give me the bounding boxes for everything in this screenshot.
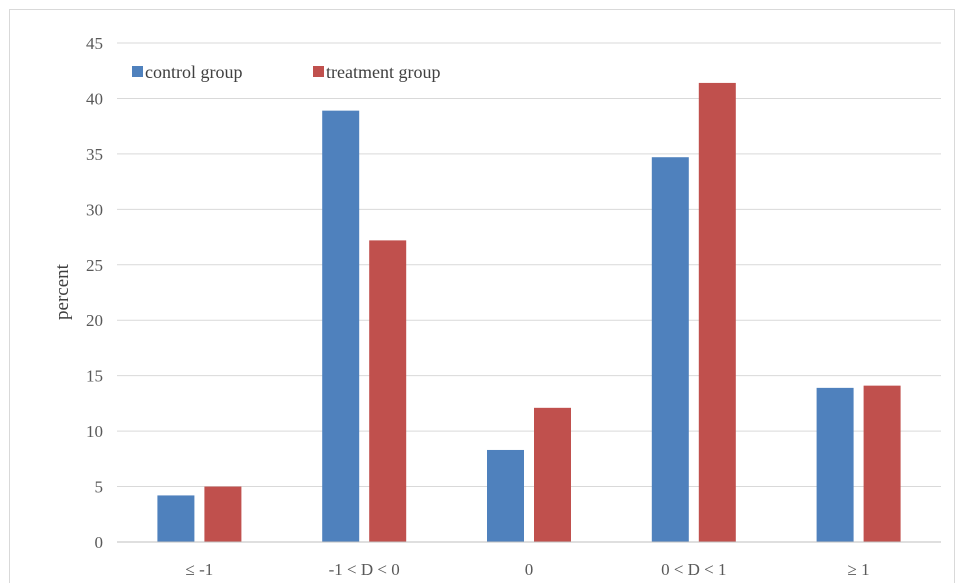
y-tick-label: 30 [86,200,103,219]
chart-frame [9,9,955,583]
bar-treatment-0 [204,486,242,542]
y-tick-label: 20 [86,311,103,330]
bar-control-4 [816,387,854,542]
x-axis-categories: ≤ -1 -1 < D < 0 0 0 < D < 1 ≥ 1 [186,560,870,579]
gridlines [117,42,941,488]
bar-treatment-1 [369,240,407,543]
y-tick-label: 40 [86,89,103,108]
bar-control-3 [651,157,689,542]
y-tick-label: 0 [95,533,104,552]
bar-treatment-4 [863,385,901,542]
legend-swatch [132,66,143,77]
legend: control group treatment group [132,62,440,82]
x-category-label: 0 [525,560,534,579]
x-category-label: ≤ -1 [186,560,214,579]
x-category-label: 0 < D < 1 [661,560,726,579]
bar-control-2 [487,449,524,542]
bar-treatment-3 [698,82,736,543]
y-tick-label: 35 [86,145,103,164]
y-tick-label: 45 [86,34,103,53]
y-axis-ticks: 0 5 10 15 20 25 30 35 40 45 [86,34,103,552]
bars [157,82,901,543]
bar-control-1 [322,110,360,543]
bar-treatment-2 [534,407,571,542]
legend-label: treatment group [326,62,440,82]
x-category-label: ≥ 1 [848,560,870,579]
bar-control-0 [157,495,195,542]
y-axis-title: percent [52,263,73,320]
legend-swatch [313,66,324,77]
x-category-label: -1 < D < 0 [329,560,400,579]
y-tick-label: 15 [86,367,103,386]
legend-label: control group [145,62,242,82]
y-tick-label: 25 [86,256,103,275]
y-tick-label: 10 [86,422,103,441]
y-tick-label: 5 [95,478,104,497]
